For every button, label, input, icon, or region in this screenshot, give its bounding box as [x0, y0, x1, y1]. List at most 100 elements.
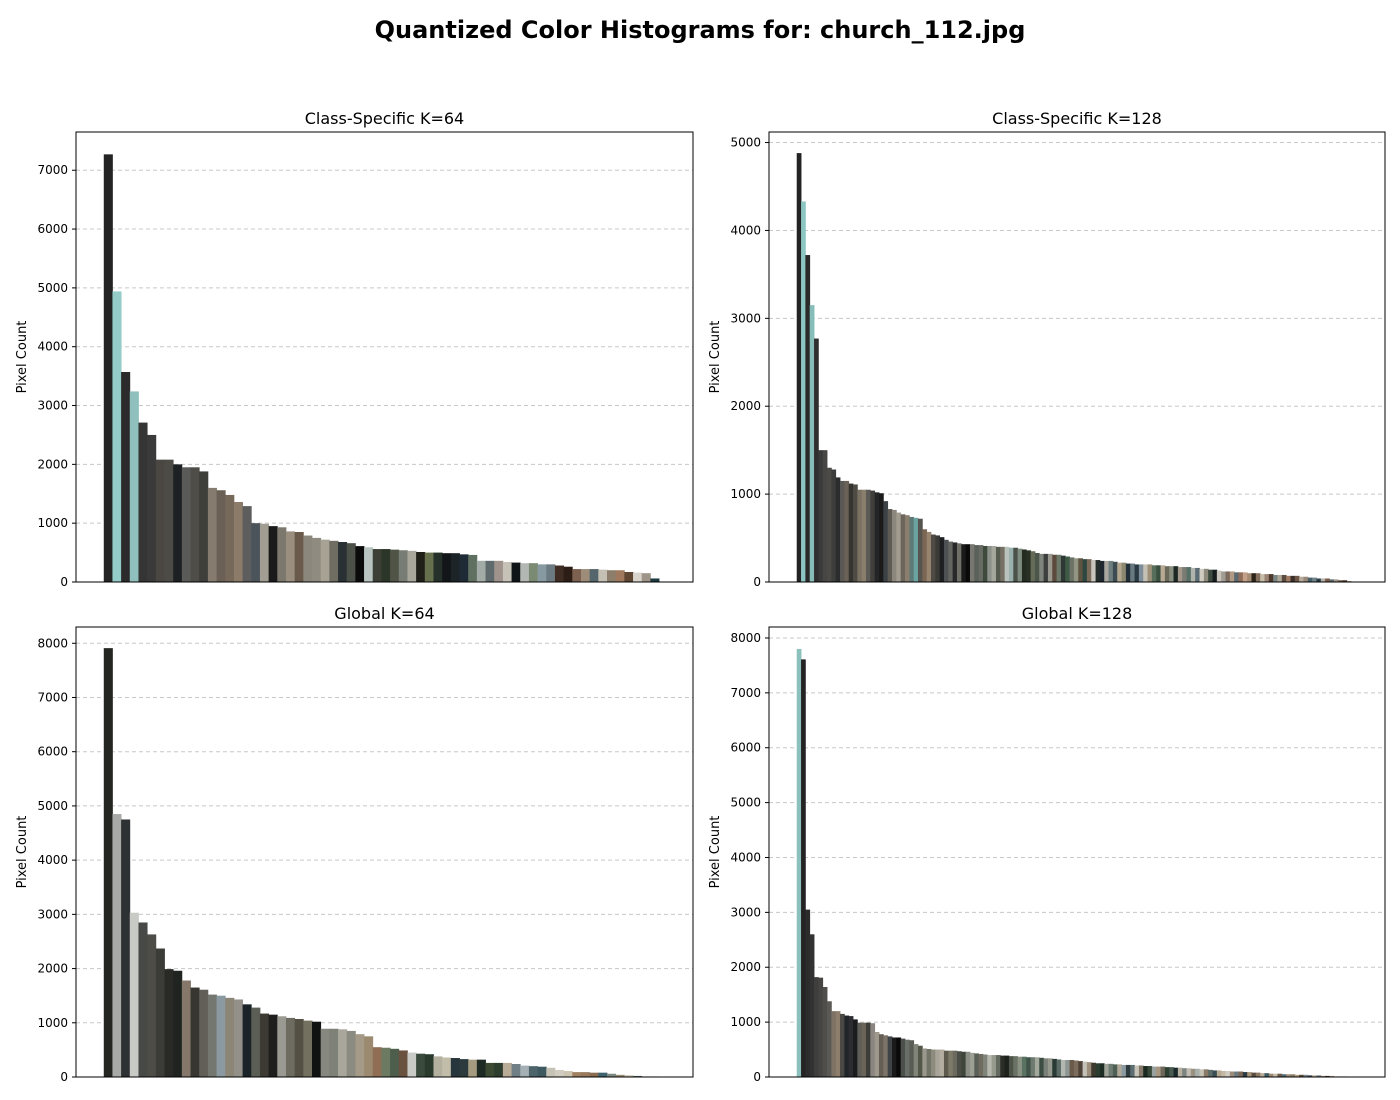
bar: [1342, 580, 1348, 582]
bar: [801, 659, 806, 1077]
bar: [251, 1007, 261, 1077]
bar: [1104, 560, 1109, 582]
y-tick-label: 5000: [37, 281, 68, 295]
bar: [398, 550, 408, 582]
bar: [1182, 1068, 1187, 1077]
bar: [1329, 1075, 1335, 1077]
bar: [1186, 567, 1192, 582]
bar: [485, 560, 495, 582]
bar: [1320, 578, 1326, 582]
bar: [1225, 571, 1231, 582]
bar: [1147, 564, 1153, 582]
bar: [1190, 567, 1196, 582]
bar: [943, 1050, 949, 1077]
bar: [1177, 567, 1183, 582]
bar: [1104, 1063, 1109, 1077]
bar: [320, 1028, 330, 1077]
y-tick-label: 6000: [730, 741, 761, 755]
bar: [1242, 1072, 1248, 1077]
y-tick-label: 8000: [37, 636, 68, 650]
bar: [320, 539, 330, 582]
bar: [1169, 1067, 1174, 1077]
y-tick-label: 5000: [730, 796, 761, 810]
y-tick-label: 1000: [730, 487, 761, 501]
bar: [1156, 1066, 1161, 1077]
bar: [1238, 1071, 1244, 1077]
bar: [956, 1051, 962, 1077]
bar: [476, 560, 486, 582]
bar: [1000, 1055, 1006, 1077]
bar: [216, 995, 226, 1077]
bar: [1208, 1069, 1213, 1077]
bar: [563, 1071, 573, 1077]
bar: [1286, 1074, 1291, 1077]
bar: [1056, 1059, 1062, 1077]
bar: [987, 1055, 993, 1077]
bar: [930, 534, 936, 582]
bar: [1264, 1073, 1270, 1077]
bar: [511, 562, 521, 582]
bar: [1143, 564, 1148, 582]
bar: [1130, 563, 1135, 582]
bar: [879, 1034, 884, 1077]
bar: [835, 1011, 841, 1077]
bar: [520, 1065, 530, 1077]
y-tick-label: 0: [753, 1070, 761, 1084]
bar: [1004, 546, 1010, 582]
bar: [969, 544, 975, 582]
bar: [164, 459, 174, 582]
bar: [1169, 566, 1174, 582]
bar: [511, 1063, 521, 1077]
bar: [468, 554, 478, 582]
bar: [1078, 558, 1083, 582]
bar: [814, 977, 819, 1077]
bar: [164, 969, 174, 1077]
y-tick-label: 8000: [730, 631, 761, 645]
bar: [407, 1052, 417, 1077]
bar: [978, 545, 984, 582]
bar: [1056, 554, 1062, 582]
bar: [809, 305, 815, 582]
bar: [1225, 1070, 1231, 1077]
bar: [1086, 559, 1092, 582]
y-axis-label: Pixel Count: [708, 816, 723, 889]
bar: [225, 997, 235, 1077]
bar: [844, 480, 850, 582]
bar: [1212, 569, 1218, 582]
bar: [285, 531, 296, 582]
bar: [909, 516, 915, 582]
bar: [1108, 1063, 1114, 1077]
bar: [1251, 573, 1257, 582]
bar: [1043, 553, 1049, 582]
bar: [1164, 1067, 1170, 1077]
bar: [917, 518, 923, 582]
bar: [607, 1073, 617, 1077]
bar: [883, 501, 889, 582]
bar: [861, 1022, 867, 1077]
bar: [948, 1050, 954, 1077]
bar: [572, 569, 582, 582]
bar: [1290, 575, 1296, 582]
bar: [1052, 1058, 1057, 1077]
bar: [1303, 576, 1309, 582]
bar: [303, 1020, 313, 1077]
bar: [199, 989, 209, 1077]
bar: [1112, 561, 1118, 582]
bar: [1065, 556, 1070, 582]
bar: [1065, 1059, 1070, 1077]
panel-title: Global K=128: [1022, 604, 1133, 623]
bar: [974, 545, 980, 582]
panel-title: Class-Specific K=128: [992, 109, 1162, 128]
bar: [857, 1022, 863, 1077]
bar: [1229, 1071, 1235, 1077]
bar: [1177, 1067, 1183, 1077]
bar: [1255, 1072, 1261, 1077]
bar: [835, 477, 841, 582]
bar: [1039, 1057, 1045, 1077]
bar: [866, 489, 871, 582]
bar: [364, 1036, 374, 1077]
bar: [407, 550, 417, 582]
y-axis-label: Pixel Count: [15, 816, 30, 889]
bar: [112, 291, 122, 582]
bar: [1164, 566, 1170, 582]
